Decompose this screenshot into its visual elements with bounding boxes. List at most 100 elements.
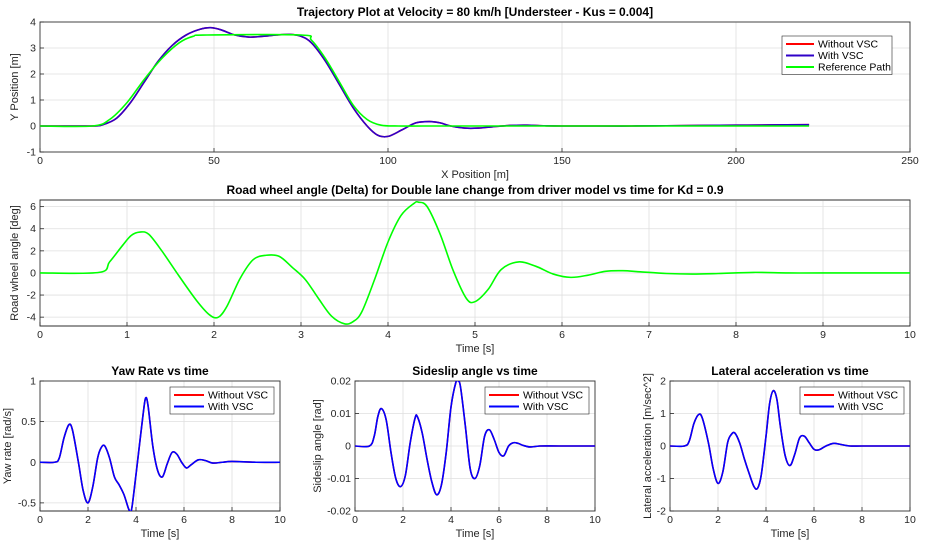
x-axis-label: X Position [m] [441, 169, 509, 181]
y-tick-label: 0 [30, 457, 36, 469]
legend-box [169, 386, 275, 415]
x-tick-label: 150 [553, 155, 571, 167]
chart-title: Sideslip angle vs time [412, 364, 538, 378]
y-tick-label: 0.02 [331, 376, 352, 388]
y-tick-label: -0.5 [18, 497, 36, 509]
x-tick-label: 0 [667, 514, 673, 526]
x-tick-label: 7 [646, 329, 652, 341]
y-tick-label: -4 [27, 312, 36, 324]
chart-latacc: 0 2 4 6 8 10 -2 -1 0 1 2 Lateral acceleration vs ti… [642, 364, 916, 540]
legend-label: With VSC [818, 50, 864, 62]
y-axis-label: Lateral acceleration [m/sec^2] [642, 373, 654, 519]
series-line-delta [40, 200, 910, 325]
x-tick-label: 10 [274, 514, 286, 526]
legend-box [799, 386, 905, 415]
x-tick-label: 6 [559, 329, 565, 341]
axes-frame [39, 21, 911, 153]
y-tick-label: 0 [660, 441, 666, 453]
legend-label: Without VSC [523, 390, 584, 402]
y-axis-label: Y Position [m] [9, 53, 21, 121]
legend-label: Reference Path [818, 62, 891, 74]
chart-delta: 0 1 2 3 4 5 6 7 8 9 10 -4 -2 0 2 4 6 Road wheel angle (De… [9, 183, 916, 355]
plot-area [39, 21, 911, 153]
legend-label: Without VSC [838, 390, 899, 402]
legend-box [484, 386, 590, 415]
series-line-with-vsc [355, 381, 595, 496]
x-tick-label: 0 [37, 514, 43, 526]
legend-label: With VSC [838, 401, 884, 413]
x-tick-label: 100 [379, 155, 397, 167]
x-tick-label: 8 [229, 514, 235, 526]
x-tick-label: 4 [448, 514, 454, 526]
y-tick-label: 2 [30, 245, 36, 257]
y-tick-label: -0.02 [327, 506, 351, 518]
x-tick-label: 200 [727, 155, 745, 167]
y-tick-label: 4 [30, 17, 36, 29]
x-tick-label: 1 [124, 329, 130, 341]
legend-label: With VSC [523, 401, 569, 413]
y-tick-label: 2 [660, 376, 666, 388]
y-axis-label: Yaw rate [rad/s] [2, 408, 14, 484]
x-tick-label: 2 [715, 514, 721, 526]
y-axis-label: Road wheel angle [deg] [9, 205, 21, 321]
chart-slip: 0 2 4 6 8 10 -0.02 -0.01 0 0.01 0.02 Sideslip angle… [312, 364, 601, 540]
y-tick-label: 0.01 [331, 408, 352, 420]
x-tick-label: 4 [385, 329, 391, 341]
x-tick-label: 6 [496, 514, 502, 526]
y-tick-label: 2 [30, 69, 36, 81]
y-tick-label: -2 [27, 290, 36, 302]
x-tick-label: 10 [589, 514, 601, 526]
x-tick-label: 2 [211, 329, 217, 341]
x-tick-label: 50 [208, 155, 220, 167]
x-tick-label: 0 [37, 155, 43, 167]
x-tick-label: 0 [352, 514, 358, 526]
y-tick-label: -1 [657, 473, 666, 485]
legend-label: Without VSC [818, 39, 879, 51]
y-axis-label: Sideslip angle [rad] [312, 399, 324, 493]
x-tick-label: 10 [904, 329, 916, 341]
series-line-reference-path [40, 33, 810, 128]
x-axis-label: Time [s] [456, 343, 495, 355]
x-axis-label: Time [s] [456, 528, 495, 540]
x-tick-label: 5 [472, 329, 478, 341]
x-tick-label: 8 [733, 329, 739, 341]
chart-title: Yaw Rate vs time [111, 364, 209, 378]
y-tick-label: 1 [660, 408, 666, 420]
x-tick-label: 4 [763, 514, 769, 526]
y-tick-label: 0 [345, 441, 351, 453]
series-line-with-vsc [40, 396, 280, 511]
x-tick-label: 4 [133, 514, 139, 526]
chart-title: Trajectory Plot at Velocity = 80 km/h [U… [297, 5, 653, 19]
legend-label: With VSC [208, 401, 254, 413]
x-tick-label: 10 [904, 514, 916, 526]
x-tick-label: 2 [85, 514, 91, 526]
x-tick-label: 6 [181, 514, 187, 526]
chart-title: Lateral acceleration vs time [711, 364, 869, 378]
x-tick-label: 8 [544, 514, 550, 526]
series-line-with-vsc [670, 389, 910, 491]
x-tick-label: 250 [901, 155, 919, 167]
x-tick-label: 0 [37, 329, 43, 341]
x-tick-label: 8 [859, 514, 865, 526]
y-tick-label: 6 [30, 201, 36, 213]
y-tick-label: -1 [27, 147, 36, 159]
chart-title: Road wheel angle (Delta) for Double lane… [226, 183, 723, 197]
axes-frame [39, 380, 281, 512]
y-tick-label: 3 [30, 43, 36, 55]
y-tick-label: -2 [657, 506, 666, 518]
y-tick-label: 1 [30, 95, 36, 107]
x-axis-label: Time [s] [771, 528, 810, 540]
x-tick-label: 2 [400, 514, 406, 526]
legend-label: Without VSC [208, 390, 269, 402]
y-tick-label: 4 [30, 223, 36, 235]
x-tick-label: 6 [811, 514, 817, 526]
x-tick-label: 9 [820, 329, 826, 341]
y-tick-label: 0 [30, 267, 36, 279]
